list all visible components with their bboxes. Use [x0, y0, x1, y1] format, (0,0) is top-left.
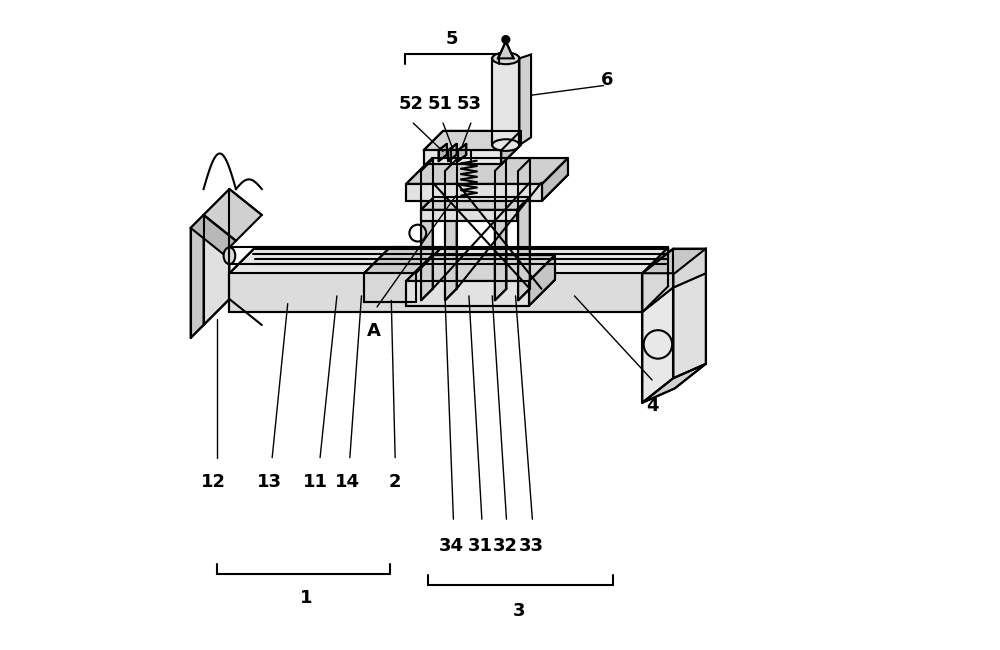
Polygon shape [424, 131, 521, 150]
Text: 53: 53 [456, 95, 481, 112]
Text: 31: 31 [468, 538, 493, 555]
Polygon shape [229, 248, 668, 273]
Polygon shape [501, 131, 521, 164]
Text: 13: 13 [256, 473, 281, 491]
Polygon shape [642, 248, 668, 312]
Ellipse shape [492, 139, 519, 151]
Polygon shape [492, 58, 519, 145]
Polygon shape [495, 159, 506, 300]
Text: 12: 12 [201, 473, 226, 491]
Circle shape [502, 36, 510, 44]
Polygon shape [673, 273, 706, 378]
Text: A: A [367, 322, 381, 341]
Text: 2: 2 [389, 473, 401, 491]
Polygon shape [364, 273, 416, 302]
Polygon shape [421, 197, 530, 210]
Polygon shape [421, 159, 433, 300]
Polygon shape [364, 248, 442, 273]
Text: 52: 52 [398, 95, 423, 112]
Polygon shape [424, 150, 501, 164]
Polygon shape [406, 255, 555, 281]
Polygon shape [406, 158, 568, 184]
Text: 11: 11 [303, 473, 328, 491]
Polygon shape [406, 184, 542, 201]
Ellipse shape [492, 53, 519, 64]
Polygon shape [542, 158, 568, 201]
Polygon shape [518, 159, 530, 300]
Text: 51: 51 [428, 95, 453, 112]
Polygon shape [204, 189, 229, 325]
Polygon shape [673, 249, 706, 287]
Text: 34: 34 [439, 538, 464, 555]
Polygon shape [642, 249, 673, 312]
Text: 6: 6 [601, 72, 613, 89]
Polygon shape [191, 215, 204, 338]
Polygon shape [445, 159, 457, 300]
Polygon shape [642, 249, 706, 273]
Polygon shape [406, 281, 529, 306]
Text: 4: 4 [646, 397, 658, 415]
Polygon shape [191, 215, 236, 254]
Text: 3: 3 [513, 602, 526, 620]
Text: 32: 32 [493, 538, 518, 555]
Text: 1: 1 [300, 589, 312, 607]
Polygon shape [421, 210, 517, 222]
Text: 5: 5 [445, 30, 458, 48]
Polygon shape [204, 189, 262, 241]
Polygon shape [448, 144, 457, 161]
Polygon shape [519, 55, 531, 145]
Polygon shape [529, 255, 555, 306]
Text: 33: 33 [519, 538, 544, 555]
Polygon shape [229, 273, 642, 312]
Polygon shape [642, 364, 706, 402]
Ellipse shape [224, 248, 235, 264]
Polygon shape [498, 42, 514, 58]
Polygon shape [642, 287, 673, 402]
Polygon shape [439, 144, 447, 161]
Text: 14: 14 [335, 473, 360, 491]
Polygon shape [458, 144, 466, 161]
